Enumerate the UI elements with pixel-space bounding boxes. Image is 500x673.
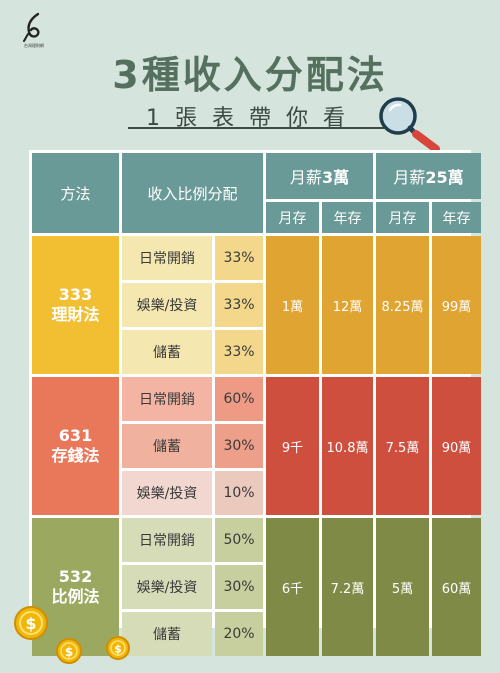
amount-cell: 60萬 (432, 518, 481, 656)
amount-cell: 7.5萬 (376, 377, 429, 515)
logo-text: 台灣理財網 (24, 43, 44, 48)
method-number: 333 (58, 285, 93, 304)
category-cell: 日常開銷 (122, 518, 212, 562)
method-number: 631 (58, 426, 93, 445)
header-method: 方法 (32, 153, 119, 233)
salary-prefix: 月薪 (289, 168, 322, 187)
percent-cell: 10% (215, 471, 263, 515)
method-631: 631 存錢法 (32, 377, 119, 515)
category-cell: 娛樂/投資 (122, 565, 212, 609)
percent-cell: 50% (215, 518, 263, 562)
header-monthly: 月存 (376, 202, 429, 233)
method-name: 存錢法 (51, 446, 100, 465)
percent-cell: 33% (215, 283, 263, 327)
dollar-coin-icon: $ (14, 606, 48, 640)
subtitle-underline (128, 127, 384, 129)
svg-text:$: $ (25, 614, 36, 633)
category-cell: 娛樂/投資 (122, 283, 212, 327)
header-allocation: 收入比例分配 (122, 153, 263, 233)
salary-prefix: 月薪 (393, 168, 426, 187)
percent-cell: 60% (215, 377, 263, 421)
category-cell: 儲蓄 (122, 424, 212, 468)
amount-cell: 99萬 (432, 236, 481, 374)
percent-cell: 30% (215, 424, 263, 468)
amount-cell: 10.8萬 (322, 377, 373, 515)
brand-logo: 台灣理財網 (14, 12, 54, 49)
method-name: 比例法 (51, 587, 100, 606)
percent-cell: 30% (215, 565, 263, 609)
amount-cell: 8.25萬 (376, 236, 429, 374)
page-subtitle: 1張表帶你看 (146, 106, 360, 131)
dollar-coin-icon: $ (56, 638, 82, 664)
amount-cell: 9千 (266, 377, 319, 515)
svg-text:$: $ (114, 643, 122, 656)
brush-logo-icon (23, 12, 40, 42)
header-yearly: 年存 (432, 202, 481, 233)
method-name: 理財法 (51, 305, 100, 324)
amount-cell: 1萬 (266, 236, 319, 374)
method-number: 532 (58, 567, 93, 586)
percent-cell: 33% (215, 236, 263, 280)
amount-cell: 6千 (266, 518, 319, 656)
svg-text:$: $ (65, 645, 73, 659)
amount-cell: 90萬 (432, 377, 481, 515)
amount-cell: 12萬 (322, 236, 373, 374)
header-salary-25wan: 月薪 25萬 (376, 153, 481, 199)
percent-cell: 20% (215, 612, 263, 656)
percent-cell: 33% (215, 330, 263, 374)
magnifier-icon (379, 97, 440, 153)
method-333: 333 理財法 (32, 236, 119, 374)
category-cell: 日常開銷 (122, 377, 212, 421)
category-cell: 娛樂/投資 (122, 471, 212, 515)
header-yearly: 年存 (322, 202, 373, 233)
page-title: 3種收入分配法 (112, 53, 388, 97)
amount-cell: 5萬 (376, 518, 429, 656)
allocation-table: 方法 收入比例分配 月薪 3萬 月薪 25萬 月存 年存 月存 年存 333 理財法… (29, 150, 481, 656)
amount-cell: 7.2萬 (322, 518, 373, 656)
salary-amount: 3萬 (321, 168, 350, 187)
category-cell: 儲蓄 (122, 330, 212, 374)
category-cell: 日常開銷 (122, 236, 212, 280)
category-cell: 儲蓄 (122, 612, 212, 656)
salary-amount: 25萬 (425, 168, 464, 187)
method-532: 532 比例法 (32, 518, 119, 656)
header-monthly: 月存 (266, 202, 319, 233)
header-salary-3wan: 月薪 3萬 (266, 153, 373, 199)
dollar-coin-icon: $ (106, 636, 130, 660)
